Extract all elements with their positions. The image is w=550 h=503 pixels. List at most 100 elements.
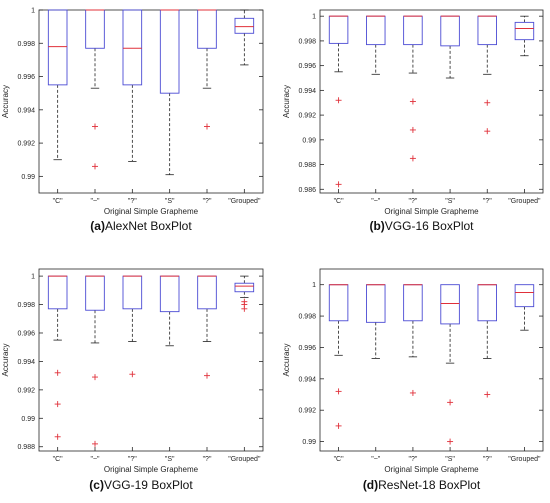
- caption-letter: (c): [89, 478, 104, 492]
- iqr-box: [234, 282, 255, 293]
- iqr-box: [440, 284, 460, 325]
- iqr-box: [47, 9, 68, 86]
- outlier-marker: [409, 155, 416, 162]
- y-tick-label: 0.988: [17, 444, 35, 451]
- caption-letter: (b): [369, 219, 384, 233]
- plot-frame: [38, 268, 264, 452]
- y-tick-label: 0.99: [21, 416, 35, 423]
- panel-3: 0.988 0.99 0.992 0.994 0.996 0.998 1 "C" "~" "?" "…: [1, 268, 264, 492]
- y-tick-label: 0.986: [298, 187, 316, 194]
- x-tick-label: "~": [90, 456, 100, 463]
- outlier-marker: [335, 181, 342, 188]
- x-tick-label: "?": [203, 456, 212, 463]
- caption-text: VGG-19 BoxPlot: [104, 478, 193, 492]
- outlier-marker: [92, 163, 98, 170]
- plot-frame: [319, 9, 544, 194]
- y-tick-label: 1: [312, 282, 316, 289]
- outlier-marker: [204, 372, 210, 379]
- caption-letter: (d): [363, 478, 378, 492]
- y-tick-label: 0.994: [17, 107, 35, 114]
- outlier-marker: [409, 98, 416, 105]
- y-tick-label: 0.988: [298, 162, 316, 169]
- box-1: [328, 15, 349, 188]
- panel-caption: (c)VGG-19 BoxPlot: [89, 478, 193, 492]
- iqr-box: [197, 9, 217, 49]
- x-tick-label: "?": [408, 198, 417, 205]
- iqr-box: [514, 284, 535, 308]
- box-6: [234, 9, 255, 66]
- caption-letter: (a): [90, 219, 105, 233]
- box-5: [197, 9, 217, 130]
- box-6: [234, 275, 255, 312]
- x-axis-label: Original Simple Grapheme: [384, 465, 479, 474]
- outlier-marker: [335, 97, 342, 104]
- iqr-box: [159, 9, 180, 94]
- box-2: [366, 15, 386, 75]
- panel-caption: (b)VGG-16 BoxPlot: [369, 219, 474, 233]
- x-tick-label: "Grouped": [228, 198, 261, 205]
- x-tick-label: "?": [128, 456, 137, 463]
- y-tick-label: 0.996: [298, 345, 316, 352]
- iqr-box: [197, 275, 217, 310]
- y-tick-label: 0.992: [298, 408, 316, 415]
- y-tick-label: 1: [31, 8, 35, 15]
- caption-text: AlexNet BoxPlot: [105, 219, 192, 233]
- outlier-marker: [204, 123, 210, 130]
- x-tick-label: "Grouped": [508, 456, 541, 463]
- y-tick-label: 0.99: [21, 174, 35, 181]
- y-tick-label: 1: [31, 274, 35, 281]
- x-tick-label: "?": [408, 456, 417, 463]
- y-axis-label: Accuracy: [282, 85, 291, 118]
- iqr-box: [85, 9, 105, 49]
- x-axis-label: Original Simple Grapheme: [104, 207, 199, 216]
- y-tick-label: 0.998: [298, 314, 316, 321]
- box-5: [477, 15, 497, 135]
- box-3: [122, 275, 143, 378]
- box-2: [85, 275, 105, 447]
- y-tick-label: 0.994: [298, 376, 316, 383]
- panel-2: 0.986 0.988 0.99 0.992 0.994 0.996 0.998 1 "C" "~…: [282, 9, 544, 233]
- box-6: [514, 284, 535, 331]
- outlier-marker: [335, 388, 342, 395]
- y-tick-label: 0.99: [302, 137, 316, 144]
- box-6: [514, 15, 535, 57]
- iqr-box: [366, 15, 386, 46]
- y-tick-label: 1: [312, 14, 316, 21]
- y-tick-label: 0.998: [17, 302, 35, 309]
- outlier-marker: [409, 126, 416, 133]
- box-4: [159, 9, 180, 176]
- iqr-box: [366, 284, 386, 323]
- y-tick-label: 0.996: [298, 63, 316, 70]
- outlier-marker: [484, 128, 491, 135]
- box-3: [122, 9, 143, 162]
- outlier-marker: [92, 123, 98, 130]
- x-tick-label: "S": [165, 198, 175, 205]
- plot-frame: [38, 9, 264, 194]
- iqr-box: [122, 275, 143, 310]
- y-tick-label: 0.994: [17, 359, 35, 366]
- x-tick-label: "?": [483, 456, 492, 463]
- iqr-box: [514, 21, 535, 41]
- x-axis-label: Original Simple Grapheme: [384, 207, 479, 216]
- y-tick-label: 0.992: [17, 141, 35, 148]
- x-tick-label: "~": [371, 198, 381, 205]
- iqr-box: [47, 275, 68, 310]
- x-tick-label: "C": [53, 198, 64, 205]
- y-axis-label: Accuracy: [282, 344, 291, 377]
- outlier-marker: [92, 440, 98, 447]
- x-tick-label: "Grouped": [508, 198, 541, 205]
- y-tick-label: 0.992: [298, 113, 316, 120]
- outlier-marker: [447, 438, 454, 445]
- outlier-marker: [447, 399, 454, 406]
- outlier-marker: [129, 371, 136, 378]
- x-tick-label: "C": [334, 456, 345, 463]
- outlier-marker: [54, 433, 61, 440]
- panel-caption: (a)AlexNet BoxPlot: [90, 219, 192, 233]
- box-2: [85, 9, 105, 170]
- outlier-marker: [241, 305, 248, 312]
- iqr-box: [328, 284, 349, 322]
- box-1: [47, 275, 68, 440]
- box-5: [197, 275, 217, 379]
- iqr-box: [159, 275, 180, 313]
- y-tick-label: 0.992: [17, 387, 35, 394]
